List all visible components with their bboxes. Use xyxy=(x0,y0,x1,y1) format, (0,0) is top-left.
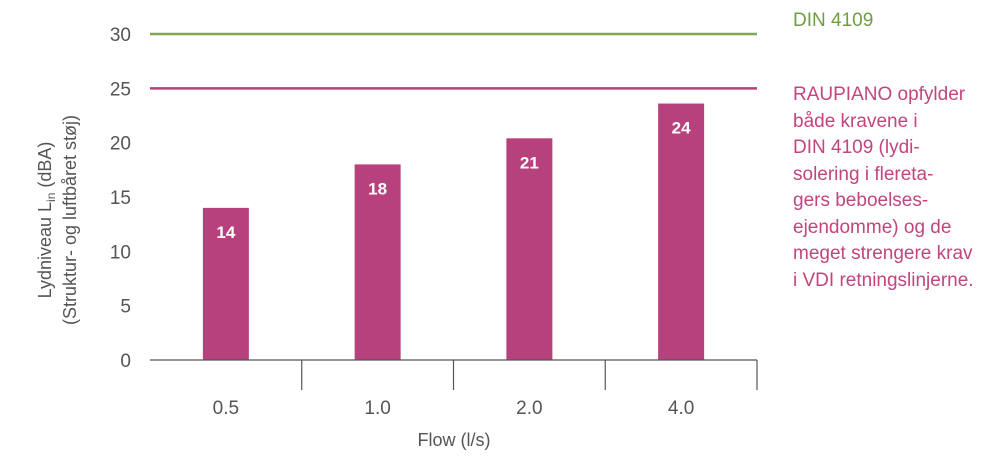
bar-data-label: 24 xyxy=(672,119,691,138)
y-axis-title-line1: Lydniveau Lin (dBA) xyxy=(35,142,58,299)
bar-data-label: 14 xyxy=(216,223,235,242)
din-4109-label: DIN 4109 xyxy=(793,10,874,31)
y-tick-label: 20 xyxy=(110,134,131,155)
y-axis-ticks: 0 5 10 15 20 25 30 xyxy=(110,25,131,372)
y-tick-label: 10 xyxy=(110,242,131,263)
bar xyxy=(506,138,553,360)
y-axis-title: Lydniveau Lin (dBA) (Struktur- og luftbå… xyxy=(35,115,80,325)
bar-data-label: 21 xyxy=(520,153,539,172)
bar xyxy=(658,103,705,361)
side-note-line: i VDI retningslinjerne. xyxy=(793,269,974,291)
side-note-line: både kravene i xyxy=(793,110,918,132)
x-tick-label: 1.0 xyxy=(364,398,390,419)
x-tick-label: 0.5 xyxy=(213,398,239,419)
side-note: RAUPIANO opfylder både kravene i DIN 4109 … xyxy=(793,82,999,294)
bar xyxy=(354,164,401,360)
y-tick-label: 25 xyxy=(110,79,131,100)
side-note-line: ejendomme) og de xyxy=(793,216,952,238)
side-note-line: gers beboelses- xyxy=(793,190,929,211)
reference-lines xyxy=(150,32,757,90)
side-note-line: solering i flereta- xyxy=(793,163,934,185)
side-note-line: meget strengere krav xyxy=(793,243,973,264)
y-axis-title-suffix: (dBA) xyxy=(35,142,55,193)
y-tick-label: 30 xyxy=(110,25,131,46)
x-tick-label: 2.0 xyxy=(516,398,542,419)
x-axis: 0.5 1.0 2.0 4.0 xyxy=(150,359,758,419)
x-axis-title: Flow (l/s) xyxy=(418,430,491,450)
bars: 14 18 21 24 xyxy=(202,103,705,361)
side-note-line: RAUPIANO opfylder xyxy=(793,84,966,105)
y-axis-title-prefix: Lydniveau L xyxy=(35,202,55,298)
y-tick-label: 15 xyxy=(110,188,131,209)
x-tick-label: 4.0 xyxy=(668,398,694,419)
y-tick-label: 5 xyxy=(120,297,131,318)
y-axis-title-line2: (Struktur- og luftbåret støj) xyxy=(60,115,80,325)
bar-data-label: 18 xyxy=(368,179,387,198)
side-note-line: DIN 4109 (lydi- xyxy=(793,137,920,158)
y-tick-label: 0 xyxy=(120,351,131,372)
y-axis-title-subscript: in xyxy=(44,193,58,202)
bar xyxy=(202,207,249,360)
